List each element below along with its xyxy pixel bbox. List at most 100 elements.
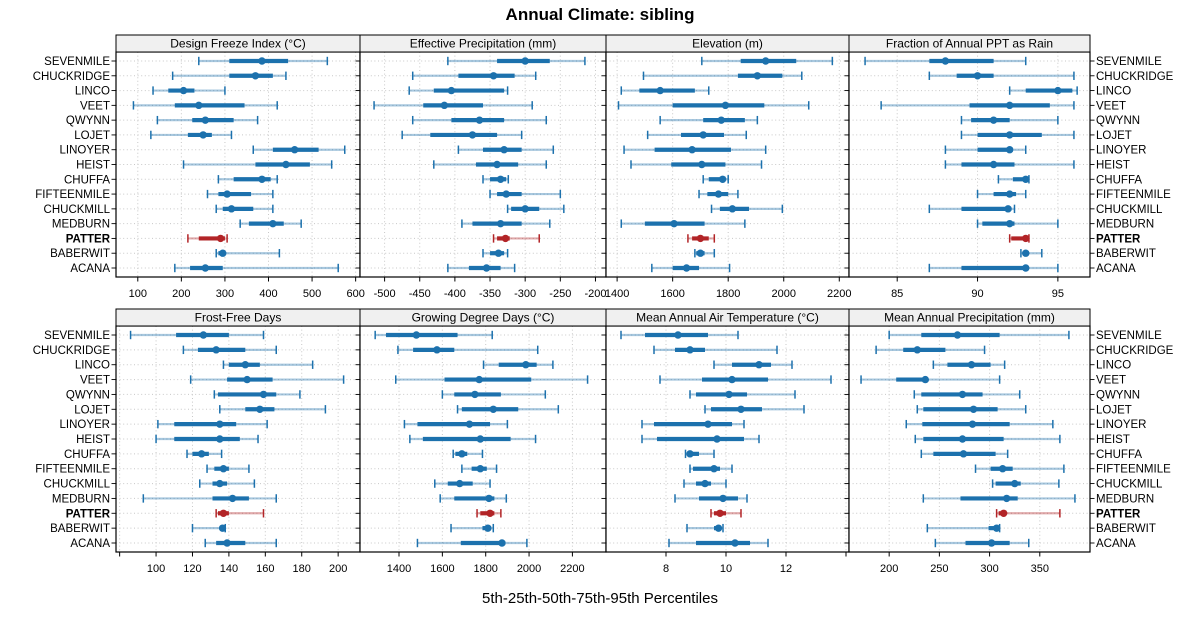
median-dot bbox=[682, 264, 691, 272]
site-label-left: ACANA bbox=[70, 263, 110, 275]
median-dot bbox=[761, 57, 770, 65]
site-label-left: PATTER bbox=[66, 508, 111, 520]
whisker-row-chuffa bbox=[997, 175, 1030, 184]
median-dot bbox=[913, 346, 921, 354]
whisker-row-veet bbox=[395, 375, 589, 384]
whisker-row-qwynn bbox=[213, 390, 301, 399]
median-dot bbox=[218, 524, 227, 532]
whisker-row-heist bbox=[182, 160, 333, 169]
median-dot bbox=[721, 101, 730, 110]
whisker-row-fifteenmile bbox=[698, 189, 739, 199]
panel-strip-label: Mean Annual Precipitation (mm) bbox=[884, 311, 1055, 325]
median-dot bbox=[973, 72, 982, 80]
whisker-row-sevenmile bbox=[374, 330, 493, 340]
median-dot bbox=[201, 264, 210, 272]
whisker-row-chuffa bbox=[684, 449, 715, 459]
x-tick-label: 140 bbox=[220, 563, 238, 575]
whisker-row-lojet bbox=[960, 130, 1075, 140]
panel-strip-label: Growing Degree Days (°C) bbox=[412, 311, 555, 325]
x-tick-label: 180 bbox=[293, 563, 311, 575]
site-label-right: LINOYER bbox=[1096, 145, 1147, 157]
whisker-row-heist bbox=[944, 160, 1075, 169]
whisker-row-acana bbox=[204, 538, 277, 548]
x-tick-label: 200 bbox=[172, 288, 190, 300]
whisker-row-acana bbox=[651, 263, 731, 273]
whisker-row-patter bbox=[187, 234, 228, 243]
whisker-row-fifteenmile bbox=[461, 464, 498, 473]
whisker-row-linoyer bbox=[403, 419, 509, 429]
x-tick-label: 2000 bbox=[771, 288, 795, 300]
panel-4: 100 120 140 160 180 200 Frost-Free Days bbox=[111, 308, 365, 575]
site-label-left: CHUFFA bbox=[64, 449, 110, 461]
median-dot bbox=[737, 405, 745, 413]
x-tick-label: 300 bbox=[980, 563, 998, 575]
median-dot bbox=[656, 86, 664, 95]
whisker-row-chuffa bbox=[452, 449, 484, 459]
median-dot bbox=[698, 160, 706, 169]
whisker-row-lojet bbox=[916, 405, 1027, 414]
whisker-row-medburn bbox=[922, 494, 1076, 503]
x-tick-label: 1600 bbox=[430, 563, 454, 575]
whisker-row-heist bbox=[914, 434, 1061, 444]
panel-strip bbox=[848, 308, 1091, 327]
whisker-row-chuckmill bbox=[928, 204, 1016, 214]
site-label-right: LINOYER bbox=[1096, 419, 1147, 431]
median-dot bbox=[989, 160, 998, 169]
median-dot bbox=[686, 450, 694, 458]
panel-strip-label: Fraction of Annual PPT as Rain bbox=[886, 37, 1053, 51]
x-tick-label: 600 bbox=[346, 288, 364, 300]
whisker-row-linco bbox=[713, 360, 793, 369]
median-dot bbox=[212, 346, 220, 354]
whisker-row-patter bbox=[710, 509, 742, 518]
x-tick-label: 95 bbox=[1052, 288, 1064, 300]
x-tick-label: 100 bbox=[129, 288, 147, 300]
whisker-row-baberwit bbox=[926, 523, 1001, 533]
whisker-row-sevenmile bbox=[447, 56, 586, 66]
whisker-row-acana bbox=[416, 538, 528, 548]
median-dot bbox=[433, 346, 441, 354]
median-dot bbox=[199, 331, 208, 339]
whisker-row-qwynn bbox=[411, 115, 548, 125]
site-label-left: VEET bbox=[80, 375, 110, 387]
x-tick-label: 12 bbox=[780, 563, 792, 575]
x-tick-label: 350 bbox=[1031, 563, 1049, 575]
median-dot bbox=[500, 146, 508, 154]
whisker-row-medburn bbox=[239, 219, 302, 228]
median-dot bbox=[489, 72, 498, 80]
x-tick-label: -500 bbox=[374, 288, 396, 300]
median-dot bbox=[228, 494, 237, 503]
site-label-right: HEIST bbox=[1096, 160, 1130, 172]
site-label-right: CHUCKMILL bbox=[1096, 479, 1163, 491]
median-dot bbox=[471, 390, 479, 399]
whisker-row-linoyer bbox=[252, 145, 346, 154]
panel-strip-label: Design Freeze Index (°C) bbox=[170, 37, 306, 51]
whisker-row-lojet bbox=[150, 130, 233, 140]
median-dot bbox=[989, 116, 998, 124]
whisker-row-chuckridge bbox=[928, 71, 1075, 80]
median-dot bbox=[958, 390, 967, 399]
median-dot bbox=[696, 249, 705, 257]
panel-3: 85 90 95 Fraction of Annual PPT as Rain bbox=[844, 34, 1095, 300]
median-dot bbox=[440, 101, 449, 110]
whisker-row-medburn bbox=[976, 219, 1059, 228]
whisker-row-chuckmill bbox=[683, 479, 727, 488]
x-tick-label: 200 bbox=[329, 563, 347, 575]
median-dot bbox=[1002, 494, 1011, 503]
median-dot bbox=[755, 361, 763, 369]
site-label-left: QWYNN bbox=[66, 389, 110, 401]
site-label-right: CHUCKRIDGE bbox=[1096, 71, 1174, 83]
x-tick-label: 250 bbox=[930, 563, 948, 575]
whisker-row-fifteenmile bbox=[206, 189, 274, 199]
panels-container: SEVENMILE SEVENMILE CHUCKRIDGE CHUCKRIDGE LI… bbox=[33, 34, 1174, 575]
whisker-row-veet bbox=[860, 375, 1001, 384]
median-dot bbox=[498, 539, 506, 547]
whisker-row-qwynn bbox=[441, 390, 547, 399]
whisker-row-linco bbox=[620, 86, 710, 95]
site-label-left: BABERWIT bbox=[50, 523, 110, 535]
whisker-row-chuckridge bbox=[171, 71, 287, 80]
site-label-left: CHUCKMILL bbox=[44, 479, 111, 491]
median-dot bbox=[482, 264, 491, 272]
x-tick-label: 120 bbox=[183, 563, 201, 575]
median-dot bbox=[521, 57, 529, 65]
whisker-row-baberwit bbox=[686, 523, 724, 533]
